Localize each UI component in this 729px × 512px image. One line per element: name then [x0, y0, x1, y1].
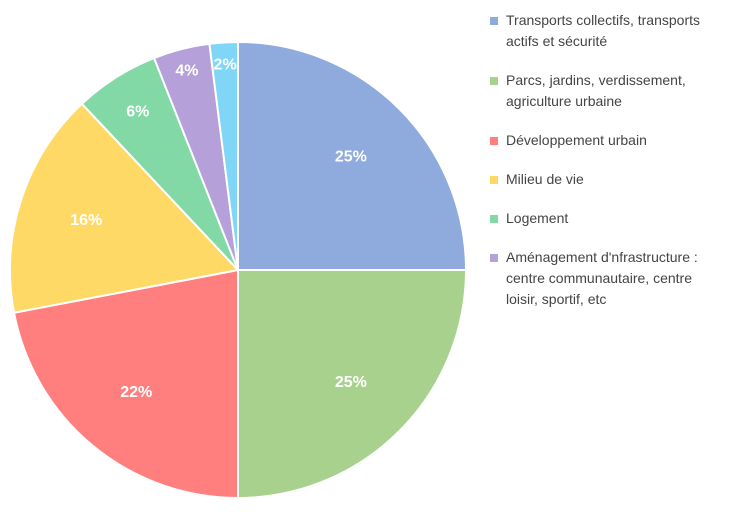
- legend-item: Aménagement d'nfrastructure : centre com…: [490, 247, 726, 310]
- legend-item: Milieu de vie: [490, 169, 726, 190]
- slice: [237, 40, 468, 271]
- legend-label: Développement urbain: [506, 132, 647, 148]
- legend-label: Parcs, jardins, verdissement, agricultur…: [506, 72, 686, 109]
- legend-swatch: [490, 254, 498, 262]
- pie: 25% 25% 22% 16% 6% 4% 2%: [9, 40, 468, 500]
- legend-swatch: [490, 215, 498, 223]
- legend-item: Développement urbain: [490, 130, 726, 151]
- legend-label: Milieu de vie: [506, 171, 584, 187]
- legend: Transports collectifs, transports actifs…: [490, 10, 726, 328]
- slice-label: 22%: [120, 384, 152, 401]
- legend-swatch: [490, 176, 498, 184]
- slice-label: 6%: [126, 103, 149, 120]
- legend-swatch: [490, 77, 498, 85]
- slice: [208, 40, 239, 271]
- legend-item: Logement: [490, 208, 726, 229]
- legend-swatch: [490, 137, 498, 145]
- slice: [9, 102, 240, 314]
- legend-label: Transports collectifs, transports actifs…: [506, 12, 700, 49]
- slice-label: 25%: [335, 374, 367, 391]
- legend-label: Logement: [506, 210, 569, 226]
- slice-label: 25%: [335, 148, 367, 165]
- legend-label: Aménagement d'nfrastructure : centre com…: [506, 249, 698, 307]
- slice-label: 2%: [214, 56, 237, 73]
- slice: [237, 269, 468, 500]
- legend-item: Transports collectifs, transports actifs…: [490, 10, 726, 52]
- slice: [12, 268, 239, 500]
- legend-item: Parcs, jardins, verdissement, agricultur…: [490, 70, 726, 112]
- slice-label: 4%: [175, 62, 198, 79]
- slice-label: 16%: [70, 212, 102, 229]
- legend-swatch: [490, 17, 498, 25]
